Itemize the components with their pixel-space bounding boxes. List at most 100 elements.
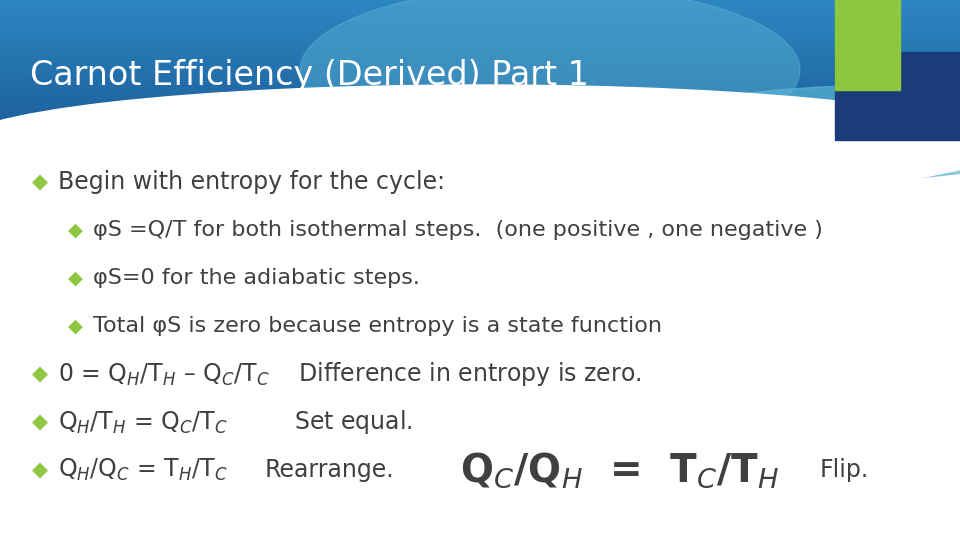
Bar (0, 63, 960, 65)
Bar (0, 132, 960, 135)
Bar (0, 136, 960, 138)
Bar (0, 134, 960, 137)
Text: Carnot Efficiency (Derived) Part 1: Carnot Efficiency (Derived) Part 1 (30, 58, 588, 91)
Bar (0, 68, 960, 70)
Bar (0, 59, 960, 61)
Bar (0, 87, 960, 89)
Bar (0, 35, 960, 37)
Bar (0, 101, 960, 103)
Bar (0, 56, 960, 58)
Bar (0, 129, 960, 131)
Bar (0, 91, 960, 93)
Text: Rearrange.: Rearrange. (265, 458, 395, 482)
Bar (0, 118, 960, 121)
Bar (0, 78, 960, 80)
Bar (0, 12, 960, 14)
Bar (0, 33, 960, 35)
Text: ◆: ◆ (67, 268, 83, 287)
Bar (0, 89, 960, 91)
Bar (0, 50, 960, 52)
Bar (0, 106, 960, 109)
Bar (0, 111, 960, 114)
Bar (0, 52, 960, 54)
Bar (0, 26, 960, 28)
Text: Begin with entropy for the cycle:: Begin with entropy for the cycle: (58, 170, 445, 194)
Bar (0, 71, 960, 73)
Bar (0, 29, 960, 31)
Bar (0, 10, 960, 12)
Bar (0, 75, 960, 77)
Bar (0, 28, 960, 30)
Bar (0, 120, 960, 123)
Bar (0, 110, 960, 112)
Text: φS=0 for the adiabatic steps.: φS=0 for the adiabatic steps. (93, 268, 420, 288)
Bar (0, 92, 960, 94)
Bar (0, 115, 960, 117)
Bar (0, 82, 960, 84)
Text: ◆: ◆ (67, 220, 83, 240)
Bar (0, 125, 960, 128)
Ellipse shape (300, 0, 800, 154)
Ellipse shape (675, 120, 960, 180)
Ellipse shape (0, 85, 960, 205)
Bar (0, 42, 960, 44)
Text: Total φS is zero because entropy is a state function: Total φS is zero because entropy is a st… (93, 316, 662, 336)
Bar (0, 49, 960, 51)
Bar (0, 36, 960, 38)
Bar (0, 19, 960, 21)
Bar (0, 6, 960, 9)
Bar (0, 57, 960, 59)
Bar (0, 0, 960, 2)
Bar (0, 99, 960, 102)
Text: 0 = Q$_H$/T$_H$ – Q$_C$/T$_C$    Difference in entropy is zero.: 0 = Q$_H$/T$_H$ – Q$_C$/T$_C$ Difference… (58, 360, 641, 388)
Bar (0, 47, 960, 49)
Bar (0, 84, 960, 86)
Bar (0, 64, 960, 66)
Bar (0, 70, 960, 72)
Bar (0, 122, 960, 124)
Bar (0, 3, 960, 5)
Bar (0, 80, 960, 82)
Bar (0, 1, 960, 3)
Bar (0, 21, 960, 23)
Bar (0, 43, 960, 45)
Bar (0, 85, 960, 87)
Text: ◆: ◆ (32, 460, 48, 480)
Bar (0, 96, 960, 98)
Bar (0, 40, 960, 42)
Bar (0, 131, 960, 133)
Bar (0, 127, 960, 130)
Bar (0, 105, 960, 107)
Text: ◆: ◆ (32, 412, 48, 432)
Text: Q$_H$/T$_H$ = Q$_C$/T$_C$         Set equal.: Q$_H$/T$_H$ = Q$_C$/T$_C$ Set equal. (58, 408, 413, 436)
Text: φS =Q/T for both isothermal steps.  (one positive , one negative ): φS =Q/T for both isothermal steps. (one … (93, 220, 823, 240)
Bar (0, 15, 960, 17)
Bar (0, 73, 960, 75)
Bar (835, 0, 900, 90)
Bar (0, 38, 960, 40)
Bar (0, 108, 960, 110)
Bar (0, 124, 960, 126)
Text: Q$_H$/Q$_C$ = T$_H$/T$_C$: Q$_H$/Q$_C$ = T$_H$/T$_C$ (58, 457, 228, 483)
Bar (0, 5, 960, 7)
Bar (0, 31, 960, 33)
Bar (0, 113, 960, 116)
Text: Flip.: Flip. (820, 458, 869, 482)
Bar (0, 8, 960, 10)
Bar (0, 98, 960, 100)
Bar (0, 60, 960, 63)
Bar (0, 94, 960, 96)
Text: Q$_C$/Q$_H$  =  T$_C$/T$_H$: Q$_C$/Q$_H$ = T$_C$/T$_H$ (460, 450, 780, 490)
Bar (0, 54, 960, 56)
Bar (835, 52, 960, 140)
Bar (0, 66, 960, 68)
Text: ◆: ◆ (32, 172, 48, 192)
Bar (0, 77, 960, 79)
Bar (0, 24, 960, 26)
Bar (0, 17, 960, 19)
Bar (0, 138, 960, 140)
Bar (0, 22, 960, 24)
Bar (0, 14, 960, 16)
Bar (0, 45, 960, 47)
Bar (0, 117, 960, 119)
